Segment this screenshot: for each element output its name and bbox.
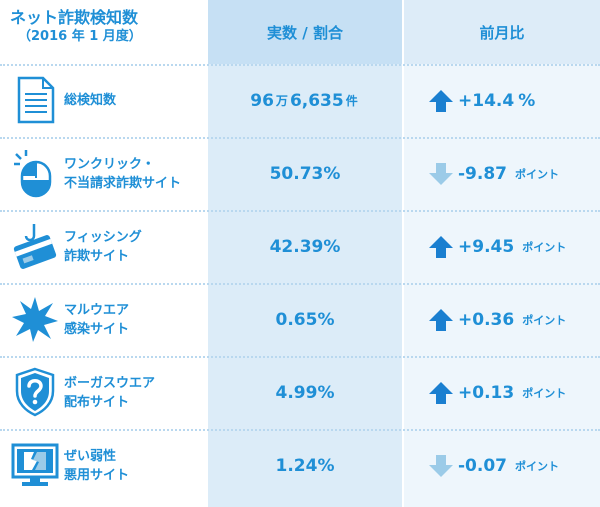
change-value: -0.07 bbox=[458, 455, 507, 476]
row-value: 0.65% bbox=[275, 309, 335, 330]
row-label: マルウエア 感染サイト bbox=[64, 283, 206, 356]
row-value: 4.99% bbox=[275, 382, 335, 403]
arrow-up-icon bbox=[429, 89, 453, 112]
row-change: -9.87 ポイント bbox=[404, 137, 600, 210]
document-icon bbox=[8, 72, 62, 128]
change-value: +14.4 bbox=[458, 90, 515, 111]
table-row: フィッシング 詐欺サイト 42.39% +9.45 ポイント bbox=[0, 210, 600, 283]
value-unit-man: 万 bbox=[275, 94, 288, 108]
row-label-line1: マルウエア bbox=[64, 302, 130, 318]
row-label-line1: ぜい弱性 bbox=[64, 448, 117, 464]
credit-card-hook-icon bbox=[8, 218, 62, 274]
change-value: +0.36 bbox=[458, 309, 515, 330]
table-row: ぜい弱性 悪用サイト 1.24% -0.07 ポイント bbox=[0, 429, 600, 507]
row-label: ワンクリック・ 不当請求詐欺サイト bbox=[64, 137, 206, 210]
row-divider bbox=[0, 356, 600, 358]
change-unit: ポイント bbox=[522, 313, 567, 327]
table-row: ワンクリック・ 不当請求詐欺サイト 50.73% -9.87 ポイント bbox=[0, 137, 600, 210]
row-divider bbox=[0, 210, 600, 212]
table-row: マルウエア 感染サイト 0.65% +0.36 ポイント bbox=[0, 283, 600, 356]
value-rest: 6,635 bbox=[289, 90, 344, 111]
row-label-line1: 総検知数 bbox=[64, 93, 117, 108]
row-label-line2: 詐欺サイト bbox=[64, 248, 130, 264]
row-label: 総検知数 bbox=[64, 64, 206, 137]
change-unit: % bbox=[518, 90, 536, 111]
change-value: +0.13 bbox=[458, 382, 515, 403]
row-label-line2: 感染サイト bbox=[64, 321, 130, 337]
column-header-change: 前月比 bbox=[404, 0, 600, 64]
row-divider bbox=[0, 283, 600, 285]
table-title: ネット詐欺検知数 bbox=[10, 8, 139, 27]
row-label: ぜい弱性 悪用サイト bbox=[64, 429, 206, 502]
change-unit: ポイント bbox=[515, 167, 559, 181]
value-main: 96 bbox=[250, 90, 274, 111]
value-column-background bbox=[208, 0, 402, 507]
row-divider bbox=[0, 64, 600, 66]
arrow-down-icon bbox=[429, 162, 453, 185]
malware-burst-icon bbox=[8, 291, 62, 347]
row-change: +0.13 ポイント bbox=[404, 356, 600, 429]
change-value: +9.45 bbox=[458, 236, 515, 257]
row-label-line1: フィッシング bbox=[64, 229, 142, 245]
arrow-up-icon bbox=[429, 381, 453, 404]
row-change: -0.07 ポイント bbox=[404, 429, 600, 502]
row-label-line1: ボーガスウエア bbox=[64, 375, 156, 391]
arrow-up-icon bbox=[429, 308, 453, 331]
row-divider bbox=[0, 429, 600, 431]
row-change: +9.45 ポイント bbox=[404, 210, 600, 283]
value-unit-ken: 件 bbox=[345, 94, 358, 108]
row-value: 96 万 6,635 件 bbox=[208, 64, 402, 137]
change-unit: ポイント bbox=[522, 386, 567, 400]
row-label: ボーガスウエア 配布サイト bbox=[64, 356, 206, 429]
row-value: 1.24% bbox=[275, 455, 335, 476]
table-row: 総検知数 96 万 6,635 件 +14.4 % bbox=[0, 64, 600, 137]
table-subtitle: （2016 年 1 月度） bbox=[18, 29, 142, 44]
row-label-line2: 悪用サイト bbox=[64, 467, 130, 483]
change-unit: ポイント bbox=[522, 240, 567, 254]
row-value: 50.73% bbox=[269, 163, 341, 184]
change-value: -9.87 bbox=[458, 163, 507, 184]
arrow-up-icon bbox=[429, 235, 453, 258]
row-label: フィッシング 詐欺サイト bbox=[64, 210, 206, 283]
arrow-down-icon bbox=[429, 454, 453, 477]
mouse-click-icon bbox=[8, 145, 62, 201]
broken-monitor-icon bbox=[8, 437, 62, 493]
table-title-cell: ネット詐欺検知数 （2016 年 1 月度） bbox=[10, 8, 205, 63]
row-change: +0.36 ポイント bbox=[404, 283, 600, 356]
row-change: +14.4 % bbox=[404, 64, 600, 137]
row-label-line1: ワンクリック・ bbox=[64, 156, 155, 172]
table-row: ボーガスウエア 配布サイト 4.99% +0.13 ポイント bbox=[0, 356, 600, 429]
column-header-value: 実数 / 割合 bbox=[208, 0, 402, 64]
row-label-line2: 不当請求詐欺サイト bbox=[64, 175, 182, 191]
row-label-line2: 配布サイト bbox=[64, 394, 130, 410]
change-unit: ポイント bbox=[515, 459, 559, 473]
row-value: 42.39% bbox=[269, 236, 341, 257]
question-shield-icon bbox=[8, 364, 62, 420]
row-divider bbox=[0, 137, 600, 139]
